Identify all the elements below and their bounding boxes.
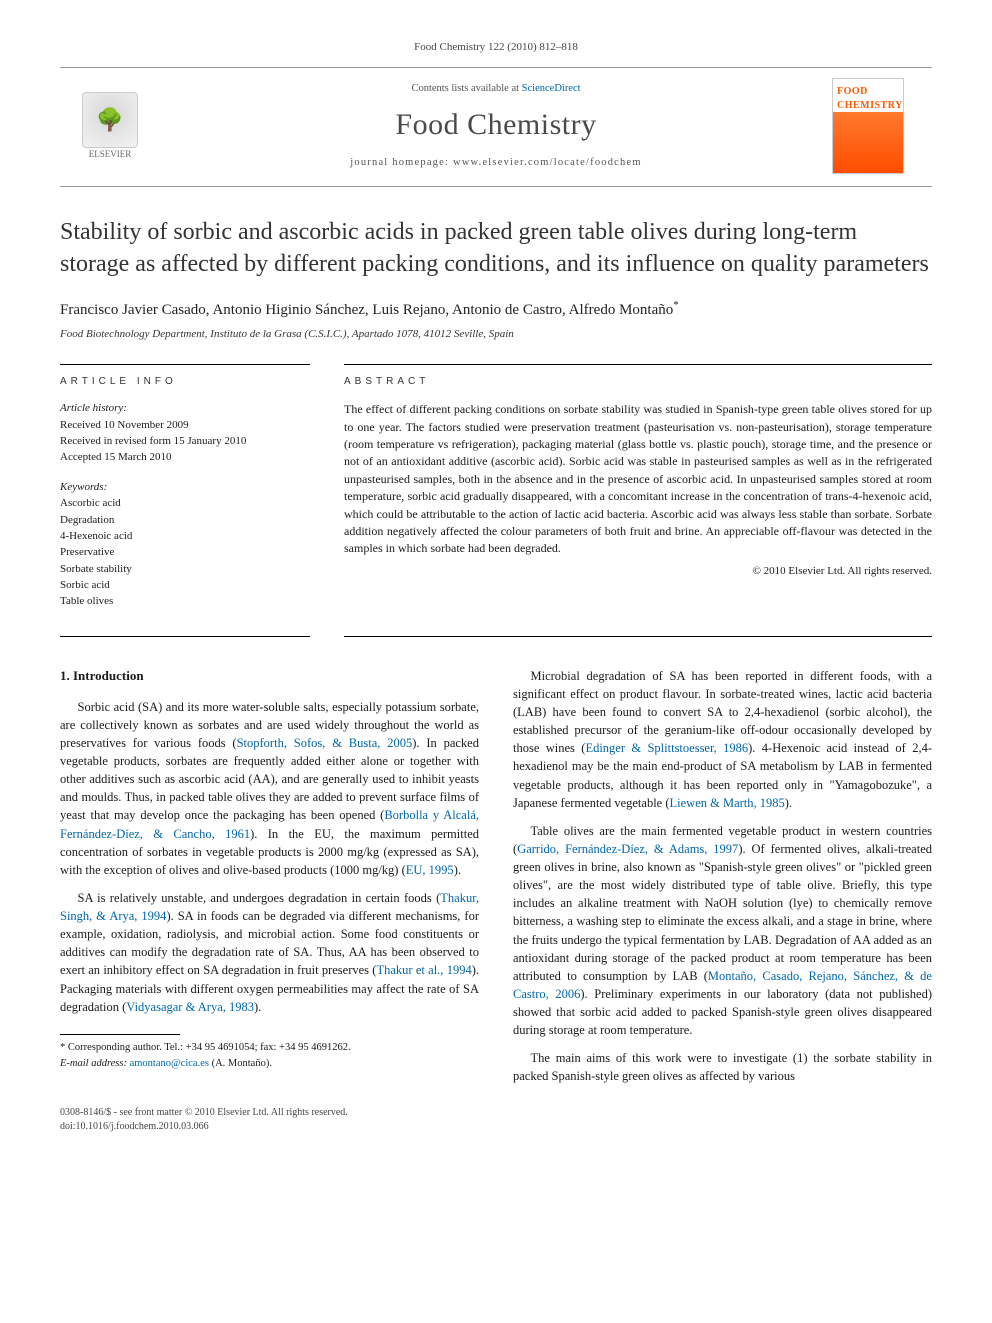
footer-doi: doi:10.1016/j.foodchem.2010.03.066 (60, 1120, 348, 1134)
footnote-email-suffix: (A. Montaño). (212, 1058, 272, 1069)
authors-names: Francisco Javier Casado, Antonio Higinio… (60, 302, 673, 318)
keyword: 4-Hexenoic acid (60, 529, 310, 544)
masthead-center: Contents lists available at ScienceDirec… (170, 82, 822, 171)
citation-link[interactable]: Edinger & Splittstoesser, 1986 (585, 741, 748, 755)
keyword: Ascorbic acid (60, 496, 310, 511)
footer-left: 0308-8146/$ - see front matter © 2010 El… (60, 1106, 348, 1134)
keyword: Degradation (60, 513, 310, 528)
affiliation: Food Biotechnology Department, Instituto… (60, 327, 932, 342)
text-run: SA is relatively unstable, and undergoes… (78, 891, 441, 905)
abstract-heading: ABSTRACT (344, 375, 932, 389)
cover-line-1: FOOD (837, 85, 899, 99)
article-history-label: Article history: (60, 401, 310, 416)
sciencedirect-link[interactable]: ScienceDirect (522, 83, 581, 94)
history-revised: Received in revised form 15 January 2010 (60, 434, 310, 449)
homepage-url[interactable]: www.elsevier.com/locate/foodchem (453, 157, 642, 168)
footnote-email-line: E-mail address: amontano@cica.es (A. Mon… (60, 1057, 479, 1072)
elsevier-tree-icon: 🌳 (82, 92, 138, 148)
journal-cover-thumbnail: FOOD CHEMISTRY (832, 78, 904, 174)
abstract-text: The effect of different packing conditio… (344, 401, 932, 558)
history-received: Received 10 November 2009 (60, 418, 310, 433)
text-run: ). (454, 863, 461, 877)
citation-link[interactable]: EU, 1995 (406, 863, 454, 877)
text-run: The main aims of this work were to inves… (513, 1051, 932, 1083)
text-run: ). (254, 1000, 261, 1014)
footnote-email-label: E-mail address: (60, 1058, 127, 1069)
body-paragraph: Microbial degradation of SA has been rep… (513, 667, 932, 812)
keyword: Table olives (60, 594, 310, 609)
body-paragraph: Sorbic acid (SA) and its more water-solu… (60, 698, 479, 879)
body-paragraph: The main aims of this work were to inves… (513, 1049, 932, 1085)
authors-line: Francisco Javier Casado, Antonio Higinio… (60, 298, 932, 321)
citation-link[interactable]: Thakur et al., 1994 (376, 963, 471, 977)
article-info-heading: ARTICLE INFO (60, 375, 310, 389)
body-paragraph: Table olives are the main fermented vege… (513, 822, 932, 1040)
keywords-group: Keywords: Ascorbic acid Degradation 4-He… (60, 480, 310, 610)
corresponding-marker: * (673, 299, 679, 311)
body-paragraph: SA is relatively unstable, and undergoes… (60, 889, 479, 1016)
keyword: Sorbic acid (60, 578, 310, 593)
contents-available-line: Contents lists available at ScienceDirec… (170, 82, 822, 97)
masthead: 🌳 ELSEVIER Contents lists available at S… (60, 67, 932, 187)
homepage-prefix: journal homepage: (350, 157, 453, 168)
citation-link[interactable]: Garrido, Fernández-Díez, & Adams, 1997 (517, 842, 738, 856)
citation-link[interactable]: Liewen & Marth, 1985 (670, 796, 785, 810)
article-title: Stability of sorbic and ascorbic acids i… (60, 217, 932, 279)
article-body: 1. Introduction Sorbic acid (SA) and its… (60, 667, 932, 1086)
article-info-block: ARTICLE INFO Article history: Received 1… (60, 364, 310, 637)
publisher-logo: 🌳 ELSEVIER (60, 92, 160, 161)
footnote-email[interactable]: amontano@cica.es (130, 1058, 209, 1069)
text-run: ). (785, 796, 792, 810)
page-footer: 0308-8146/$ - see front matter © 2010 El… (60, 1106, 932, 1134)
running-head: Food Chemistry 122 (2010) 812–818 (60, 40, 932, 55)
footnote-contact: * Corresponding author. Tel.: +34 95 469… (60, 1041, 479, 1056)
publisher-label: ELSEVIER (89, 148, 132, 161)
article-meta-row: ARTICLE INFO Article history: Received 1… (60, 364, 932, 637)
footnote-separator (60, 1034, 180, 1035)
keyword: Sorbate stability (60, 562, 310, 577)
contents-prefix: Contents lists available at (411, 83, 521, 94)
history-accepted: Accepted 15 March 2010 (60, 450, 310, 465)
journal-homepage-line: journal homepage: www.elsevier.com/locat… (170, 156, 822, 171)
footer-front-matter: 0308-8146/$ - see front matter © 2010 El… (60, 1106, 348, 1120)
journal-name: Food Chemistry (170, 104, 822, 146)
text-run: ). Of fermented olives, alkali-treated g… (513, 842, 932, 983)
section-heading-introduction: 1. Introduction (60, 667, 479, 686)
abstract-block: ABSTRACT The effect of different packing… (344, 364, 932, 637)
keywords-label: Keywords: (60, 480, 310, 495)
keyword: Preservative (60, 545, 310, 560)
cover-line-2: CHEMISTRY (837, 99, 899, 113)
citation-link[interactable]: Vidyasagar & Arya, 1983 (126, 1000, 254, 1014)
abstract-copyright: © 2010 Elsevier Ltd. All rights reserved… (344, 564, 932, 579)
citation-link[interactable]: Stopforth, Sofos, & Busta, 2005 (237, 736, 413, 750)
corresponding-author-footnote: * Corresponding author. Tel.: +34 95 469… (60, 1041, 479, 1071)
article-history-group: Article history: Received 10 November 20… (60, 401, 310, 466)
